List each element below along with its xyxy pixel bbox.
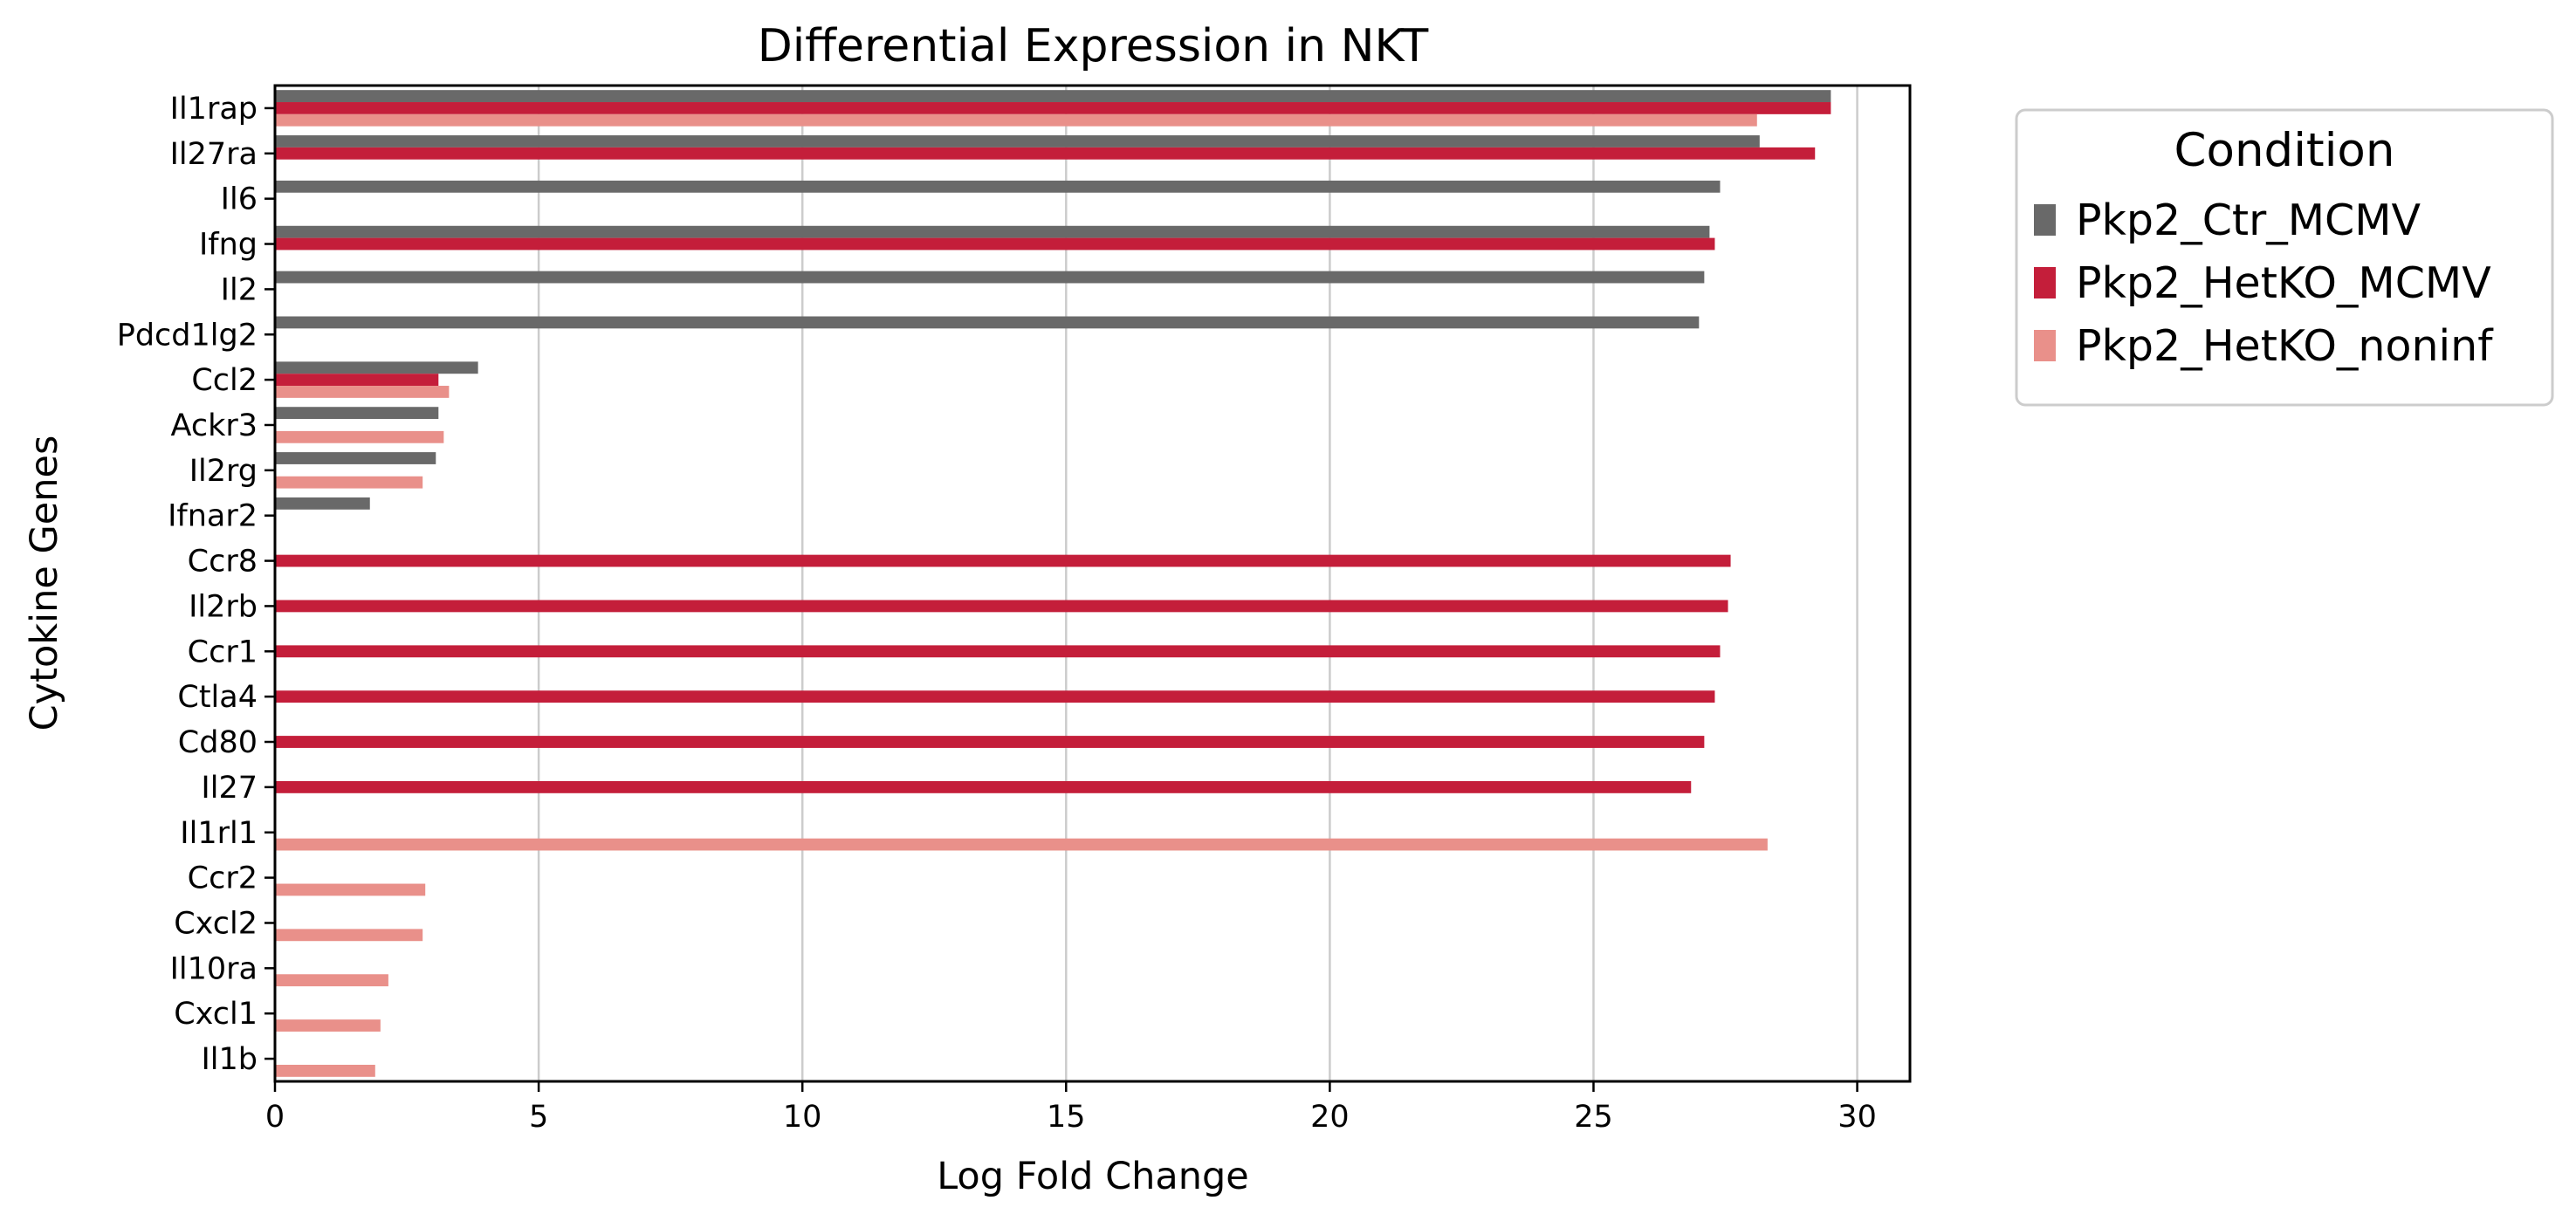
bar-pkp2-hetko-mcmv-il27 bbox=[275, 780, 1692, 793]
bar-pkp2-ctr-mcmv-il1rap bbox=[275, 90, 1831, 103]
legend-items: Pkp2_Ctr_MCMV Pkp2_HetKO_MCMV Pkp2_HetKO_n… bbox=[2034, 196, 2494, 371]
bar-pkp2-hetko-noninf-cxcl1 bbox=[275, 1019, 381, 1032]
y-tick-label: Il27 bbox=[201, 771, 258, 806]
x-tick-label: 20 bbox=[1310, 1100, 1350, 1135]
x-tick-label: 15 bbox=[1047, 1100, 1086, 1135]
gridlines bbox=[273, 86, 1858, 1081]
bar-pkp2-hetko-mcmv-ifng bbox=[275, 237, 1715, 250]
x-tick-label: 0 bbox=[265, 1100, 285, 1135]
y-tick-label: Il1rap bbox=[170, 92, 258, 127]
x-tick-label: 10 bbox=[783, 1100, 822, 1135]
x-tick-label: 5 bbox=[529, 1100, 548, 1135]
y-tick-label: Ackr3 bbox=[171, 408, 258, 443]
bar-pkp2-hetko-mcmv-ccr8 bbox=[275, 554, 1731, 567]
bar-pkp2-hetko-mcmv-il27ra bbox=[275, 147, 1816, 160]
legend-swatch bbox=[2034, 330, 2056, 361]
y-tick-label: Il10ra bbox=[170, 951, 258, 986]
legend-swatch bbox=[2034, 267, 2056, 298]
y-tick-label: Cxcl2 bbox=[174, 906, 258, 941]
bar-pkp2-hetko-noninf-il10ra bbox=[275, 974, 388, 987]
legend-label: Pkp2_HetKO_noninf bbox=[2076, 321, 2494, 371]
bar-pkp2-ctr-mcmv-il6 bbox=[275, 180, 1721, 193]
bar-pkp2-hetko-mcmv-il2rb bbox=[275, 600, 1728, 613]
y-tick-label: Ccr8 bbox=[188, 545, 258, 580]
bars bbox=[275, 90, 1831, 1077]
x-tick-label: 25 bbox=[1574, 1100, 1613, 1135]
y-tick-label: Ccr2 bbox=[188, 861, 258, 896]
y-tick-label: Il27ra bbox=[170, 137, 258, 172]
y-tick-label: Ccl2 bbox=[191, 363, 258, 398]
plot-frame bbox=[273, 84, 1912, 1083]
legend-label: Pkp2_HetKO_MCMV bbox=[2076, 258, 2491, 308]
bar-pkp2-ctr-mcmv-ccl2 bbox=[275, 361, 478, 374]
y-tick-label: Cd80 bbox=[178, 725, 258, 760]
bar-pkp2-hetko-noninf-ackr3 bbox=[275, 430, 444, 443]
y-tick-label: Ifnar2 bbox=[168, 499, 258, 534]
bar-pkp2-ctr-mcmv-ifnar2 bbox=[275, 497, 370, 510]
x-tick-label: 30 bbox=[1838, 1100, 1877, 1135]
y-tick-label: Il1b bbox=[201, 1042, 258, 1077]
bar-pkp2-ctr-mcmv-il27ra bbox=[275, 135, 1760, 147]
x-axis-label: Log Fold Change bbox=[937, 1155, 1249, 1198]
y-tick-label: Ctla4 bbox=[177, 680, 258, 715]
bar-pkp2-ctr-mcmv-il2 bbox=[275, 271, 1705, 284]
bar-pkp2-hetko-noninf-il2rg bbox=[275, 476, 423, 489]
y-axis-label: Cytokine Genes bbox=[23, 436, 66, 731]
y-tick-label: Il6 bbox=[221, 182, 258, 217]
bar-pkp2-hetko-mcmv-il1rap bbox=[275, 102, 1831, 114]
y-tick-label: Ccr1 bbox=[188, 635, 258, 669]
bar-pkp2-hetko-noninf-ccr2 bbox=[275, 883, 426, 896]
legend: Condition Pkp2_Ctr_MCMVPkp2_HetKO_MCMVPk… bbox=[2015, 108, 2554, 407]
bar-pkp2-ctr-mcmv-pdcd1lg2 bbox=[275, 316, 1700, 329]
chart-title: Differential Expression in NKT bbox=[758, 20, 1429, 72]
y-tick-label: Il1rl1 bbox=[180, 816, 258, 851]
bar-pkp2-hetko-noninf-cxcl2 bbox=[275, 929, 423, 942]
bar-pkp2-ctr-mcmv-ackr3 bbox=[275, 407, 439, 420]
bar-pkp2-ctr-mcmv-ifng bbox=[275, 225, 1710, 238]
bar-pkp2-hetko-mcmv-ccr1 bbox=[275, 645, 1721, 658]
y-tick-label: Il2rg bbox=[189, 454, 258, 489]
y-tick-label: Cxcl1 bbox=[174, 997, 258, 1032]
bar-pkp2-hetko-noninf-il1b bbox=[275, 1064, 375, 1077]
y-axis-ticks: Il1rap Il27ra Il6 Ifng Il2 Pdcd1lg2 Ccl2 Ackr3 I… bbox=[117, 92, 275, 1077]
legend-frame bbox=[2015, 108, 2554, 407]
bar-pkp2-hetko-noninf-il1rap bbox=[275, 113, 1757, 127]
y-tick-label: Ifng bbox=[199, 228, 258, 263]
y-tick-label: Il2rb bbox=[189, 589, 258, 624]
bar-pkp2-hetko-mcmv-cd80 bbox=[275, 736, 1705, 748]
x-axis-ticks: 0 5 10 15 20 25 30 bbox=[265, 1081, 1877, 1135]
bar-pkp2-hetko-noninf-il1rl1 bbox=[275, 838, 1768, 851]
bar-pkp2-hetko-mcmv-ctla4 bbox=[275, 690, 1715, 703]
bar-pkp2-ctr-mcmv-il2rg bbox=[275, 452, 436, 464]
legend-title: Condition bbox=[2174, 124, 2395, 177]
y-tick-label: Il2 bbox=[221, 272, 258, 307]
bar-pkp2-hetko-mcmv-ccl2 bbox=[275, 374, 439, 387]
y-tick-label: Pdcd1lg2 bbox=[117, 318, 258, 353]
legend-label: Pkp2_Ctr_MCMV bbox=[2076, 196, 2421, 245]
legend-swatch bbox=[2034, 204, 2056, 236]
bar-pkp2-hetko-noninf-ccl2 bbox=[275, 386, 450, 398]
